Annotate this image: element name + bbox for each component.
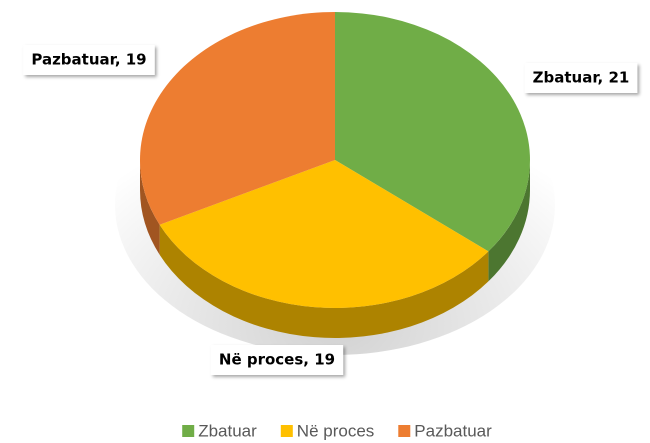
slice-side (159, 224, 489, 338)
legend-label: Në proces (297, 421, 374, 440)
slice-side (140, 160, 160, 255)
data-label-text: Në proces, 19 (219, 351, 335, 369)
label-box (23, 45, 155, 75)
data-label-text: Zbatuar, 21 (533, 69, 630, 87)
legend-label: Zbatuar (198, 421, 257, 440)
data-label: Në proces, 19 (210, 345, 344, 375)
data-label: Zbatuar, 21 (524, 63, 638, 93)
legend-swatch (182, 425, 195, 437)
label-box (524, 63, 638, 93)
label-box (210, 345, 344, 375)
data-label: Pazbatuar, 19 (23, 45, 155, 75)
slice (159, 160, 489, 309)
legend-label: Pazbatuar (414, 421, 492, 440)
legend-swatch (280, 425, 293, 437)
legend-swatch (398, 425, 411, 437)
slice (140, 12, 335, 225)
slice (335, 12, 531, 252)
data-label-text: Pazbatuar, 19 (31, 51, 146, 69)
slice-side (488, 160, 531, 282)
